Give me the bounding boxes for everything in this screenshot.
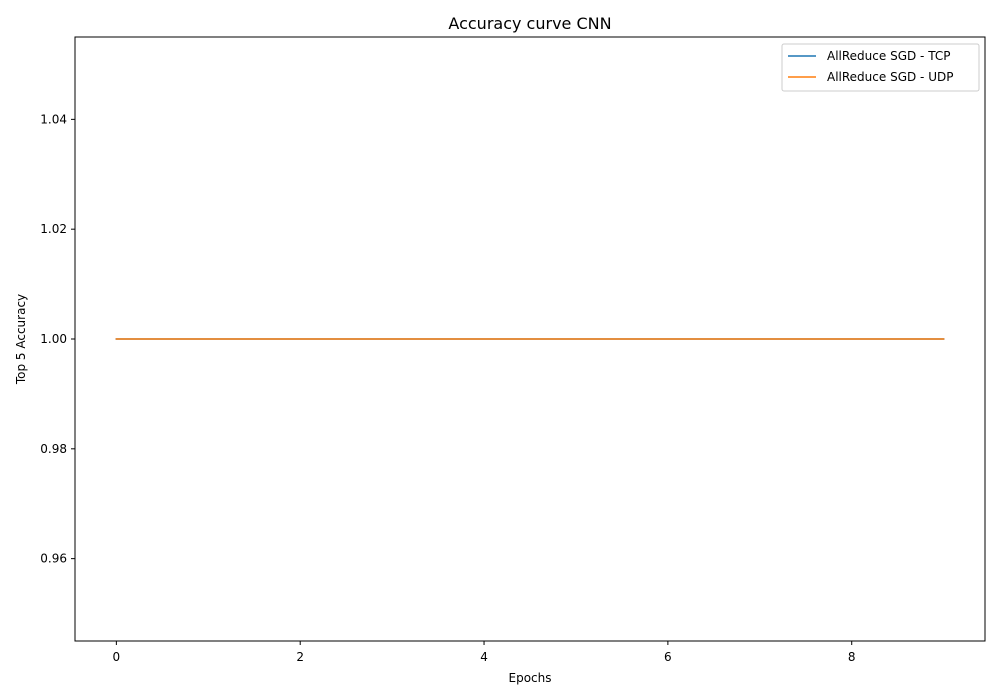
- plot-area: 0 2 4 6 8 0.96 0.98 1.00 1.02 1.04: [40, 36, 986, 664]
- x-axis-label: Epochs: [509, 671, 552, 685]
- legend-label-tcp: AllReduce SGD - TCP: [827, 49, 950, 63]
- x-tick-label: 0: [113, 650, 121, 664]
- x-tick-label: 8: [848, 650, 856, 664]
- legend: AllReduce SGD - TCP AllReduce SGD - UDP: [781, 43, 980, 92]
- x-tick-label: 2: [296, 650, 304, 664]
- chart-title: Accuracy curve CNN: [448, 14, 611, 33]
- y-tick-label: 1.00: [40, 332, 67, 346]
- y-tick-label: 1.02: [40, 222, 67, 236]
- y-tick-label: 1.04: [40, 112, 67, 126]
- legend-label-udp: AllReduce SGD - UDP: [827, 70, 953, 84]
- x-tick-label: 4: [480, 650, 488, 664]
- legend-box: [781, 43, 980, 92]
- y-tick-label: 0.96: [40, 552, 67, 566]
- y-axis-label: Top 5 Accuracy: [14, 294, 28, 385]
- x-tick-label: 6: [664, 650, 672, 664]
- y-tick-label: 0.98: [40, 442, 67, 456]
